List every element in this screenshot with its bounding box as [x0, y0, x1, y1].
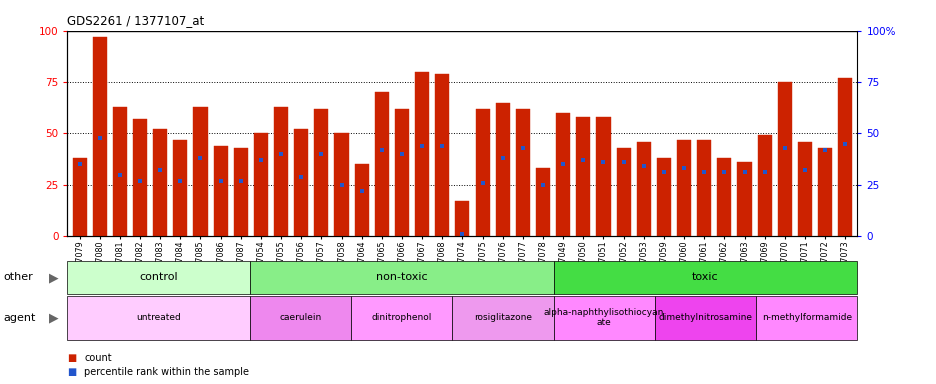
- Bar: [254, 134, 268, 236]
- Bar: [112, 107, 126, 236]
- Bar: [475, 109, 490, 236]
- Text: dinitrophenol: dinitrophenol: [371, 313, 431, 322]
- Text: percentile rank within the sample: percentile rank within the sample: [84, 367, 249, 377]
- Bar: [233, 148, 247, 236]
- Text: count: count: [84, 353, 111, 363]
- Bar: [354, 164, 369, 236]
- Bar: [213, 146, 227, 236]
- Bar: [616, 148, 630, 236]
- Bar: [737, 162, 751, 236]
- Bar: [817, 148, 831, 236]
- Bar: [495, 103, 509, 236]
- Bar: [656, 158, 670, 236]
- Bar: [838, 78, 852, 236]
- Text: ▶: ▶: [49, 271, 58, 284]
- Text: control: control: [139, 272, 178, 283]
- Bar: [93, 37, 107, 236]
- Bar: [757, 136, 771, 236]
- Bar: [434, 74, 449, 236]
- Bar: [394, 109, 409, 236]
- Text: n-methylformamide: n-methylformamide: [761, 313, 851, 322]
- Bar: [314, 109, 328, 236]
- Bar: [797, 142, 812, 236]
- Text: agent: agent: [4, 313, 37, 323]
- Bar: [72, 158, 86, 236]
- Bar: [273, 107, 287, 236]
- Text: other: other: [4, 272, 34, 283]
- Bar: [717, 158, 731, 236]
- Bar: [153, 129, 167, 236]
- Text: untreated: untreated: [136, 313, 181, 322]
- Bar: [596, 117, 610, 236]
- Text: non-toxic: non-toxic: [375, 272, 427, 283]
- Bar: [294, 129, 308, 236]
- Text: ■: ■: [67, 353, 77, 363]
- Text: toxic: toxic: [692, 272, 718, 283]
- Bar: [696, 140, 710, 236]
- Bar: [193, 107, 207, 236]
- Bar: [535, 168, 549, 236]
- Text: GDS2261 / 1377107_at: GDS2261 / 1377107_at: [67, 14, 204, 27]
- Bar: [677, 140, 691, 236]
- Text: ■: ■: [67, 367, 77, 377]
- Bar: [374, 92, 388, 236]
- Text: caerulein: caerulein: [279, 313, 321, 322]
- Bar: [777, 82, 791, 236]
- Bar: [455, 201, 469, 236]
- Bar: [173, 140, 187, 236]
- Bar: [515, 109, 530, 236]
- Text: dimethylnitrosamine: dimethylnitrosamine: [658, 313, 752, 322]
- Bar: [555, 113, 570, 236]
- Bar: [133, 119, 147, 236]
- Text: rosiglitazone: rosiglitazone: [474, 313, 532, 322]
- Bar: [415, 72, 429, 236]
- Text: alpha-naphthylisothiocyan
ate: alpha-naphthylisothiocyan ate: [544, 308, 664, 328]
- Bar: [334, 134, 348, 236]
- Text: ▶: ▶: [49, 311, 58, 324]
- Bar: [636, 142, 651, 236]
- Bar: [576, 117, 590, 236]
